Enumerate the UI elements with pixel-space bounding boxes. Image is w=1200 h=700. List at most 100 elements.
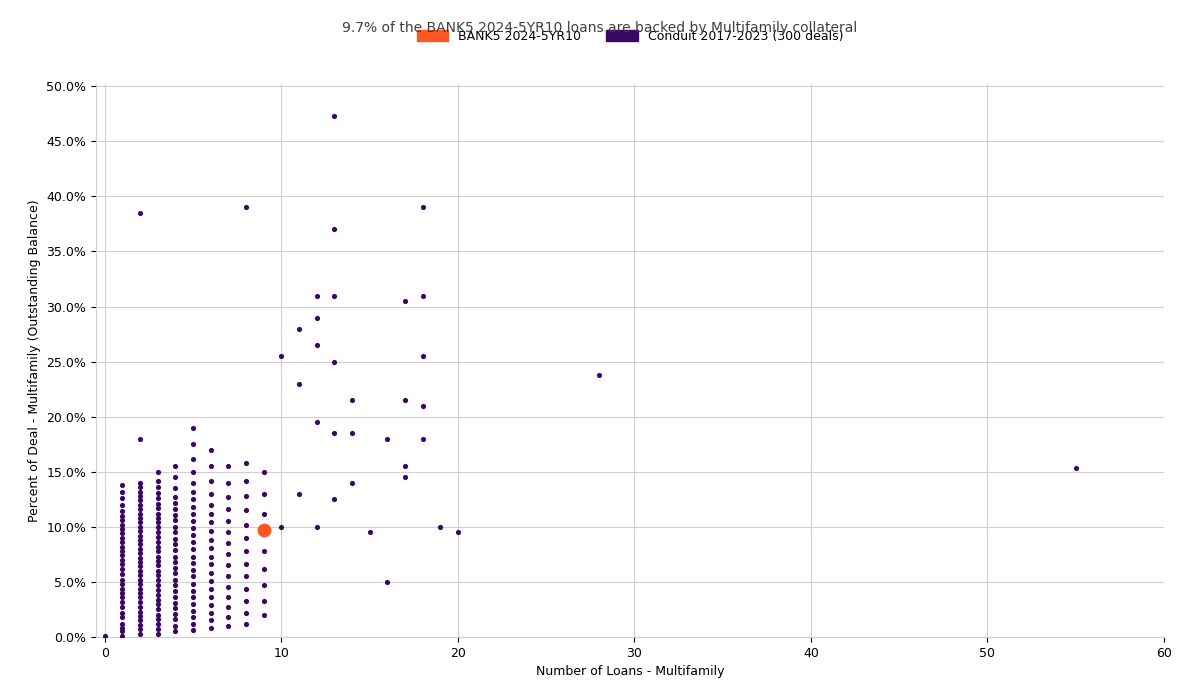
Point [148,604,167,615]
Point [113,583,132,594]
Point [184,522,203,533]
Point [184,592,203,603]
Point [218,526,238,538]
Point [148,526,167,538]
Point [131,543,150,554]
Point [325,494,344,505]
Point [184,516,203,527]
Point [395,295,414,307]
Point [131,530,150,541]
Point [184,618,203,629]
Point [254,466,274,477]
Point [148,487,167,498]
Point [131,433,150,444]
Point [218,491,238,503]
Point [131,491,150,502]
Point [131,503,150,514]
Point [148,560,167,571]
Point [184,578,203,589]
Point [360,526,379,538]
Point [254,595,274,606]
Y-axis label: Percent of Deal - Multifamily (Outstanding Balance): Percent of Deal - Multifamily (Outstandi… [28,199,41,522]
Point [325,428,344,439]
Point [131,499,150,510]
Point [166,608,185,620]
Point [218,560,238,571]
Point [113,618,132,629]
Point [218,461,238,472]
Point [236,475,256,486]
Point [148,618,167,629]
Point [236,505,256,516]
Point [166,539,185,550]
Point [202,568,221,579]
Point [202,488,221,499]
Point [131,624,150,635]
Point [431,522,450,533]
Point [166,461,185,472]
Point [202,461,221,472]
Point [113,486,132,497]
Point [184,558,203,569]
Point [236,618,256,629]
Point [166,472,185,483]
Point [184,612,203,623]
Point [325,224,344,235]
Point [218,503,238,514]
Point [131,486,150,497]
Point [113,574,132,585]
Point [113,499,132,510]
Point [131,526,150,537]
Point [218,570,238,582]
Point [131,578,150,589]
Point [184,477,203,489]
Point [236,607,256,618]
Point [184,551,203,562]
Point [202,551,221,562]
Point [413,400,432,412]
Point [131,522,150,533]
Point [184,494,203,505]
Point [131,552,150,564]
Point [413,290,432,301]
Point [148,624,167,635]
Point [113,607,132,618]
Point [166,514,185,526]
Point [184,501,203,512]
Point [202,508,221,519]
Point [166,620,185,631]
Point [202,575,221,587]
Point [271,351,290,362]
Point [184,453,203,464]
Point [113,545,132,557]
Point [148,482,167,493]
Point [113,541,132,552]
Point [254,524,274,536]
Point [131,602,150,613]
Point [325,111,344,122]
Point [184,564,203,575]
Point [589,369,608,380]
Point [218,516,238,527]
Point [113,587,132,598]
Point [148,610,167,621]
Point [113,493,132,504]
Point [166,585,185,596]
Point [131,615,150,626]
Point [413,433,432,444]
Point [148,541,167,552]
Point [113,596,132,608]
Point [166,483,185,494]
Point [148,512,167,524]
Point [395,395,414,406]
Point [148,531,167,542]
Point [113,602,132,613]
Point [378,576,397,587]
Point [271,522,290,533]
Point [236,532,256,543]
Point [148,614,167,625]
Point [131,477,150,489]
Point [113,592,132,603]
Point [218,477,238,489]
Point [236,519,256,530]
